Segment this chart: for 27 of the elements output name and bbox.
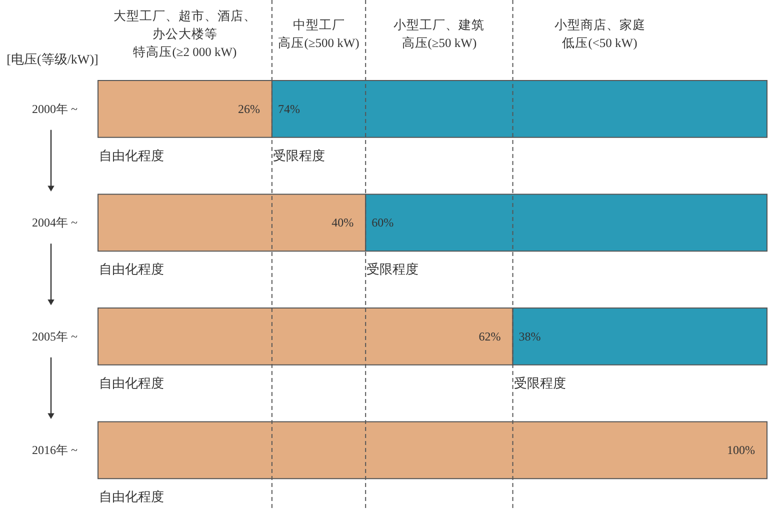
annotation: 小型工厂、建筑 [394,18,485,32]
series-label: 自由化程度 [99,148,164,163]
data-label: 74% [278,102,300,116]
text: 自由化程度 [99,262,164,277]
data-label: 100% [727,443,755,458]
data-label: 62% [478,329,501,344]
annotation: 大型工厂、超市、酒店、办公大楼等 [113,8,256,41]
text: 自由化程度 [99,375,164,390]
annotation: 高压(≥500 kW) [278,35,360,50]
data-label: 40% [332,216,354,230]
text: 受限程度 [514,375,566,390]
text: 自由化程度 [99,489,164,504]
y-tick-label: 2005年 ~ [32,329,78,344]
y-tick-label: 2016年 ~ [32,443,78,458]
annotation: 小型商店、家庭 [554,17,646,32]
y-tick-label: 2004年 ~ [32,216,78,230]
y-axis-title: [电压(等级/kW)] [6,52,98,66]
annotation: 特高压(≥2 000 kW) [133,44,237,59]
y-tick-label: 2000年 ~ [32,102,78,116]
annotation: 高压(≥50 kW) [402,35,477,50]
data-label: 26% [238,102,260,116]
data-label: 60% [372,216,394,230]
annotation: 低压(<50 kW) [562,36,638,50]
data-label: 38% [518,329,541,344]
text: 受限程度 [366,262,419,277]
annotation: 中型工厂 [292,18,345,32]
series-label: 受限程度 [272,148,325,163]
